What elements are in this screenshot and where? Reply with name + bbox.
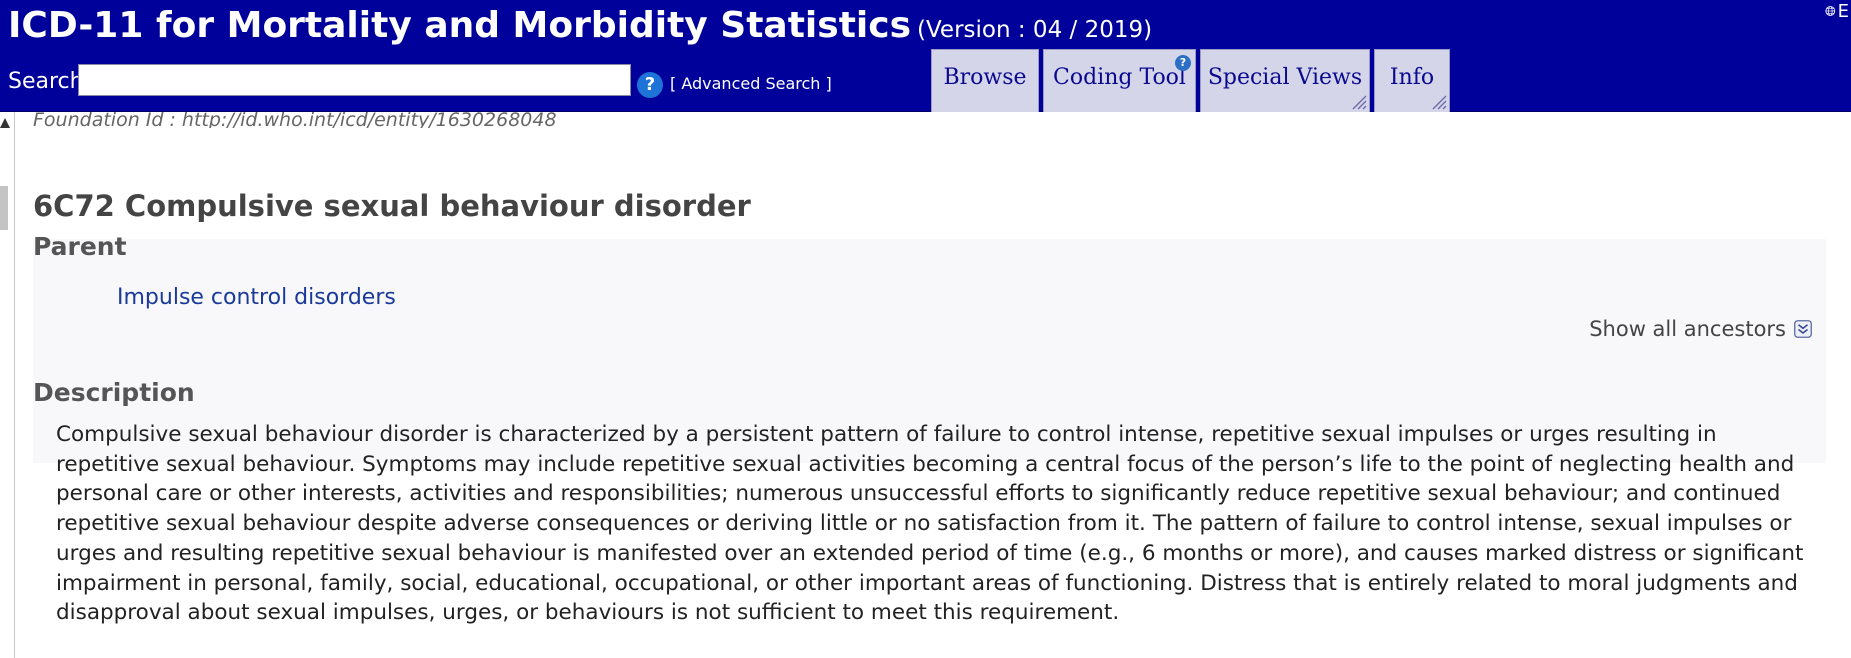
parent-heading: Parent (33, 232, 127, 261)
tab-browse-label: Browse (943, 64, 1027, 90)
language-code: E (1837, 0, 1849, 22)
version-label: (Version : 04 / 2019) (917, 17, 1153, 43)
scroll-thumb[interactable] (0, 186, 8, 230)
tab-special-views[interactable]: Special Views (1200, 49, 1370, 112)
tab-special-views-label: Special Views (1207, 64, 1363, 90)
tab-browse[interactable]: Browse (931, 49, 1039, 112)
app-title: ICD-11 for Mortality and Morbidity Stati… (8, 2, 1152, 54)
tab-info-label: Info (1389, 64, 1435, 90)
parent-link[interactable]: Impulse control disorders (117, 285, 396, 310)
parent-section (33, 239, 1826, 463)
search-input[interactable] (78, 64, 631, 96)
tree-pane-scrollbar[interactable] (0, 112, 15, 658)
globe-icon (1825, 6, 1836, 16)
header-bar: ICD-11 for Mortality and Morbidity Stati… (0, 0, 1851, 112)
foundation-id: Foundation Id : http://id.who.int/icd/en… (33, 112, 557, 128)
resize-grip-icon (1432, 95, 1447, 110)
tab-info[interactable]: Info (1374, 49, 1450, 112)
show-all-ancestors-label: Show all ancestors (1589, 317, 1786, 341)
chevron-double-down-icon (1794, 320, 1812, 338)
tab-coding-tool-label: Coding Tool (1053, 64, 1186, 90)
show-all-ancestors-button[interactable]: Show all ancestors (1589, 317, 1812, 341)
app-title-text: ICD-11 for Mortality and Morbidity Stati… (8, 5, 912, 46)
scroll-up-arrow-icon[interactable] (0, 116, 10, 130)
description-text: Compulsive sexual behaviour disorder is … (56, 422, 1804, 626)
description-heading: Description (33, 378, 195, 407)
language-selector[interactable]: E (1825, 0, 1849, 22)
resize-grip-icon (1352, 95, 1367, 110)
entity-title: 6C72 Compulsive sexual behaviour disorde… (33, 189, 751, 223)
coding-tool-help-icon[interactable]: ? (1175, 55, 1191, 71)
search-label: Search (8, 69, 84, 94)
tab-coding-tool[interactable]: Coding Tool ? (1043, 49, 1196, 112)
advanced-search-link[interactable]: [ Advanced Search ] (670, 74, 832, 93)
search-help-icon[interactable]: ? (637, 72, 663, 98)
